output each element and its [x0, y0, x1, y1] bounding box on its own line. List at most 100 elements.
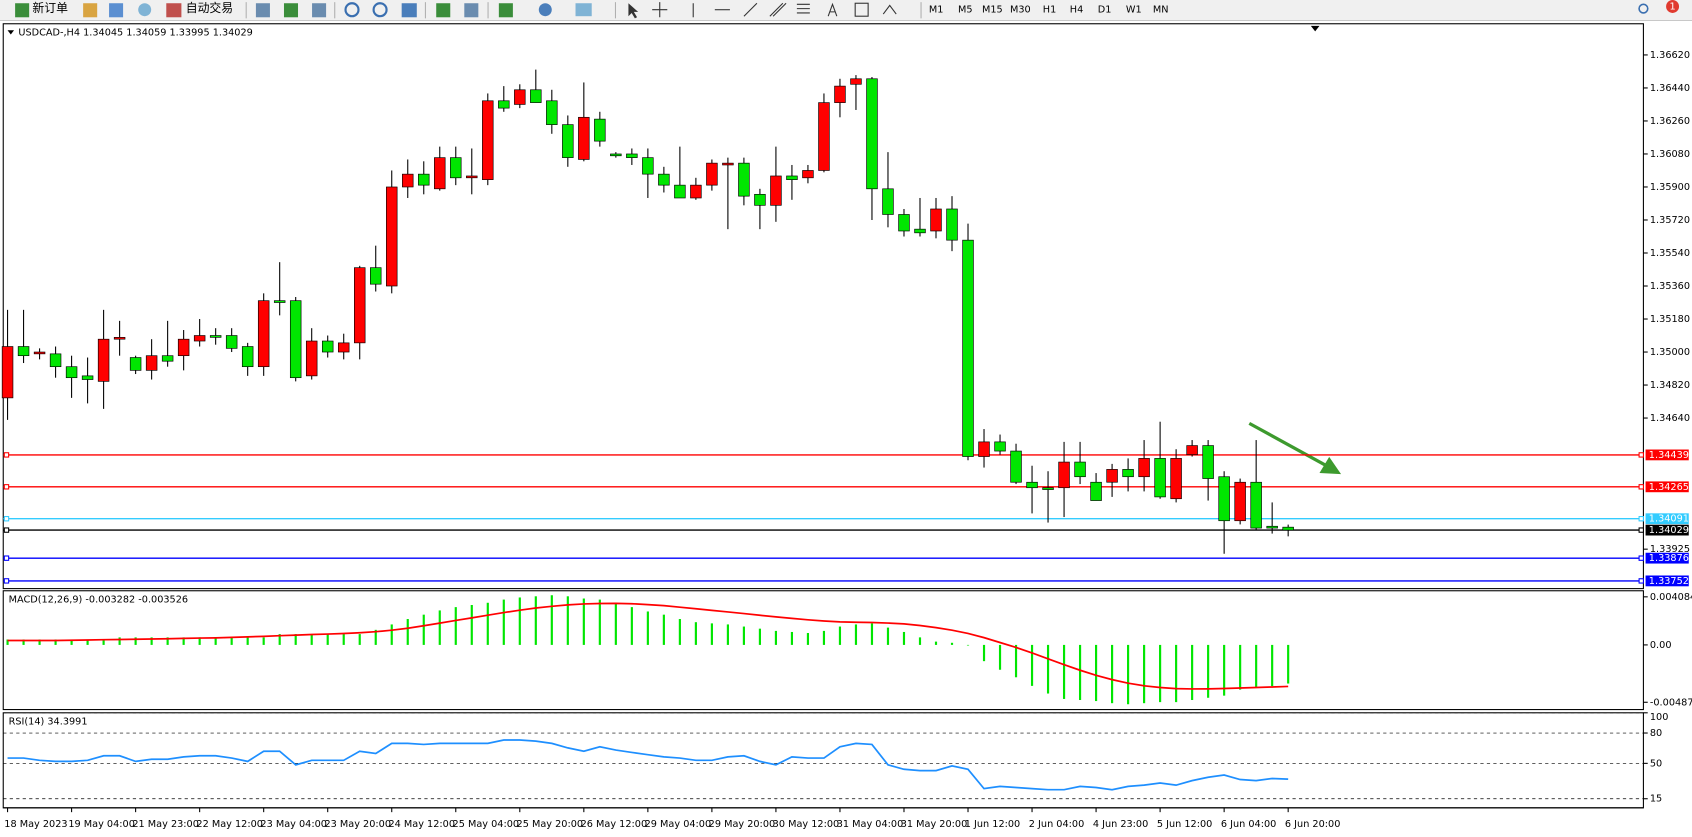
y-tick-label: 1.33925 — [1650, 544, 1690, 555]
period-button[interactable]: M5 — [958, 5, 973, 16]
candle-body — [690, 184, 702, 199]
indicators[interactable] — [498, 3, 513, 18]
price-level-label: 1.33752 — [1649, 576, 1689, 587]
toolbar-icon[interactable] — [436, 3, 451, 18]
candle-body — [1186, 445, 1198, 456]
toolbar-icon[interactable] — [312, 3, 327, 18]
toolbar-icon[interactable] — [255, 3, 270, 18]
new-order-icon[interactable] — [15, 3, 30, 18]
period-button[interactable]: W1 — [1126, 5, 1142, 16]
candle-body — [642, 157, 654, 175]
price-level-tag — [1645, 481, 1689, 493]
price-level-tag — [1645, 449, 1689, 461]
auto-trading-icon[interactable] — [166, 3, 182, 18]
candle-body — [834, 85, 846, 103]
toolbar-icon[interactable] — [138, 3, 152, 17]
indicator-line — [7, 602, 1289, 690]
histogram-bar — [230, 637, 233, 645]
candle-body — [1218, 476, 1230, 522]
histogram-bar — [70, 639, 73, 645]
histogram-bar — [166, 637, 169, 645]
y-tick-label: 1.34820 — [1650, 380, 1690, 391]
arrows-tool[interactable] — [882, 4, 897, 15]
candle-body — [930, 208, 942, 232]
panel-title: RSI(14) 34.3991 — [9, 716, 88, 727]
x-tick-label: 19 May 04:00 — [68, 819, 135, 830]
cursor-tool[interactable] — [628, 3, 639, 19]
toolbar-icon[interactable] — [464, 3, 479, 18]
candle-body — [898, 214, 910, 232]
histogram-bar — [822, 630, 826, 645]
candle-body — [81, 375, 94, 380]
histogram-bar — [1143, 644, 1146, 704]
fibo-tool[interactable] — [796, 3, 810, 14]
candle-body — [257, 300, 270, 368]
x-tick-label: 31 May 04:00 — [837, 819, 904, 830]
y-tick-label: 1.35360 — [1650, 281, 1690, 292]
period-button[interactable]: M15 — [982, 5, 1003, 16]
trendline-tool[interactable] — [743, 2, 758, 17]
candle-body — [1170, 458, 1182, 500]
new-order-button[interactable]: 新订单 — [32, 1, 68, 15]
price-level-tag — [1645, 524, 1689, 536]
toolbar-icon[interactable] — [109, 3, 124, 18]
crosshair-tool[interactable] — [652, 2, 668, 18]
candle-body — [482, 100, 494, 180]
toolbar-icon[interactable] — [283, 3, 299, 18]
toolbar-icon[interactable] — [83, 3, 98, 18]
auto-trading-button[interactable]: 自动交易 — [186, 1, 233, 15]
period-button[interactable]: H1 — [1043, 5, 1056, 16]
candle-body — [65, 366, 78, 379]
x-tick-label: 22 May 12:00 — [196, 819, 263, 830]
notification-badge[interactable] — [1666, 0, 1680, 13]
histogram-bar — [502, 599, 505, 645]
y-tick-label: 1.34640 — [1650, 413, 1690, 424]
candle-body — [1234, 481, 1246, 522]
x-tick-label: 26 May 12:00 — [581, 819, 648, 830]
histogram-bar — [342, 634, 345, 645]
candle-body — [402, 173, 414, 188]
histogram-bar — [6, 639, 9, 645]
tile-windows[interactable] — [401, 3, 417, 18]
histogram-bar — [566, 596, 569, 645]
period-button[interactable]: M1 — [929, 5, 944, 16]
candle-body — [850, 78, 862, 85]
candle-body — [1026, 481, 1038, 489]
candle-body — [546, 100, 558, 125]
channel-tool[interactable] — [769, 2, 787, 17]
search[interactable] — [1638, 3, 1649, 14]
histogram-bar — [1014, 644, 1018, 678]
period-button[interactable]: H4 — [1070, 5, 1083, 16]
histogram-bar — [950, 642, 954, 645]
candle-body — [722, 162, 734, 166]
period-button[interactable]: M30 — [1010, 5, 1031, 16]
text-tool[interactable] — [827, 2, 838, 17]
templates[interactable] — [575, 3, 592, 17]
price-level-handle — [1638, 516, 1644, 522]
histogram-bar — [726, 624, 729, 645]
macd-panel — [2, 590, 1644, 711]
period-button[interactable]: D1 — [1098, 5, 1112, 16]
zoom-in[interactable] — [344, 2, 360, 18]
histogram-bar — [438, 610, 441, 645]
histogram-bar — [454, 607, 457, 645]
candle-body — [321, 340, 334, 353]
zoom-out[interactable] — [372, 2, 388, 18]
y-tick-label: 1.36080 — [1650, 149, 1690, 160]
period-button[interactable]: MN — [1153, 5, 1169, 16]
candle-body — [818, 102, 830, 171]
candle-body — [626, 153, 638, 158]
candle-body — [530, 89, 542, 103]
label-tool[interactable] — [854, 2, 869, 17]
candle-body — [1106, 469, 1118, 483]
histogram-bar — [1046, 644, 1050, 694]
symbol-menu[interactable] — [7, 30, 15, 35]
candle-body — [177, 338, 190, 357]
candle-body — [450, 157, 462, 179]
candle-body — [1122, 469, 1134, 478]
histogram-bar — [998, 644, 1002, 670]
histogram-bar — [358, 634, 361, 645]
candle-body — [994, 441, 1006, 452]
main-panel — [2, 23, 1644, 590]
periods-menu[interactable] — [538, 3, 552, 17]
